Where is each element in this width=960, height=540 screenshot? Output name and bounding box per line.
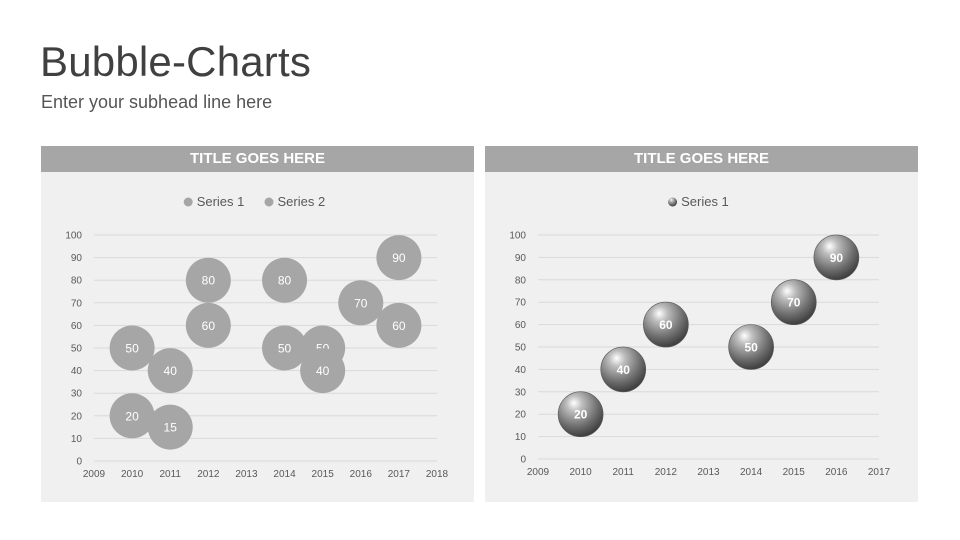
bubble-data-label: 40 [316,364,330,378]
series-bubble [376,302,422,348]
legend-label: Series 1 [197,194,245,209]
x-tick-label: 2016 [350,469,373,480]
series-bubble [262,325,308,371]
y-tick-label: 20 [515,410,527,421]
slide-subtitle: Enter your subhead line here [41,92,273,112]
legend-marker [183,197,193,207]
y-tick-label: 90 [515,253,527,264]
bubble-chart-left: 0 10 20 30 40 50 60 70 80 90 100 2009 2010 2011 2012 20… [65,194,449,480]
x-tick-label: 2017 [868,467,891,478]
series-3d-bubble [557,391,604,437]
y-tick-label: 30 [71,389,83,400]
chart-panel-right: TITLE GOES HERE 0 10 20 30 40 50 60 70 80 90 100 20… [485,146,918,502]
x-tick-label: 2014 [273,469,296,480]
x-tick-label: 2012 [197,469,220,480]
y-tick-label: 80 [71,276,83,287]
legend-marker [264,197,274,207]
series-bubble [147,348,193,394]
y-tick-label: 50 [515,343,527,354]
bubble-data-label: 80 [278,274,292,288]
legend-label: Series 1 [681,194,729,209]
y-tick-label: 40 [515,365,527,376]
bubble-data-label: 40 [617,363,631,377]
x-tick-label: 2011 [159,469,181,480]
y-tick-label: 10 [515,432,527,443]
bubble-data-label: 80 [202,274,216,288]
bubble-data-label: 90 [830,251,844,265]
series-3d-bubble [643,301,689,348]
y-tick-label: 40 [71,366,83,377]
x-tick-label: 2018 [426,469,449,480]
x-tick-label: 2012 [655,467,678,478]
bubble-data-label: 70 [787,296,801,310]
legend-label: Series 2 [278,194,326,209]
x-tick-label: 2010 [570,467,593,478]
series-3d-bubble [600,346,647,393]
y-tick-label: 100 [509,231,526,242]
x-tick-label: 2015 [312,469,335,480]
series-bubble [338,280,384,326]
series-3d-bubble [728,324,774,370]
bubble-data-label: 60 [202,319,216,333]
legend-marker [668,197,678,207]
series-bubble [109,393,155,439]
y-tick-label: 70 [71,298,83,309]
series-bubble [300,348,346,394]
x-tick-label: 2013 [235,469,258,480]
bubble-data-label: 90 [392,251,406,265]
x-tick-label: 2009 [83,469,106,480]
y-tick-label: 0 [76,457,82,468]
series-bubble [262,257,308,303]
y-tick-label: 30 [515,387,527,398]
x-tick-label: 2017 [388,469,411,480]
y-tick-label: 60 [515,320,527,331]
slide-title: Bubble-Charts [40,38,312,85]
series-bubble [185,257,231,303]
y-tick-label: 60 [71,321,83,332]
x-tick-label: 2016 [825,467,848,478]
x-tick-label: 2015 [783,467,806,478]
bubble-data-label: 20 [574,408,588,422]
series-bubble [185,302,231,348]
chart-title-right: TITLE GOES HERE [485,146,918,172]
x-tick-label: 2013 [697,467,720,478]
series-bubble [376,235,422,281]
series-3d-bubble [770,279,817,325]
bubble-data-label: 60 [659,318,673,332]
y-tick-label: 20 [71,411,83,422]
series-bubble [109,325,155,371]
bubble-data-label: 60 [392,319,406,333]
x-tick-label: 2010 [121,469,144,480]
x-tick-label: 2009 [527,467,550,478]
x-tick-label: 2014 [740,467,763,478]
y-tick-label: 100 [65,231,82,242]
bubble-data-label: 15 [164,421,178,435]
series-bubble [147,404,193,450]
series-3d-bubble [813,234,860,281]
x-tick-label: 2011 [612,467,634,478]
bubble-data-label: 40 [164,364,178,378]
y-tick-label: 90 [71,253,83,264]
y-tick-label: 80 [515,275,527,286]
y-tick-label: 70 [515,298,527,309]
bubble-data-label: 20 [125,409,139,423]
chart-title-left: TITLE GOES HERE [41,146,474,172]
y-tick-label: 0 [520,455,526,466]
y-tick-label: 50 [71,344,83,355]
bubble-data-label: 50 [744,341,758,355]
bubble-data-label: 50 [278,342,292,356]
bubble-data-label: 70 [354,296,368,310]
bubble-chart-right: 0 10 20 30 40 50 60 70 80 90 100 2009 2010 2011 2012 20… [509,194,891,478]
bubble-data-label: 50 [125,342,139,356]
chart-panel-left: TITLE GOES HERE 0 10 20 30 40 50 60 70 80 90 100 20… [41,146,474,502]
y-tick-label: 10 [71,434,83,445]
